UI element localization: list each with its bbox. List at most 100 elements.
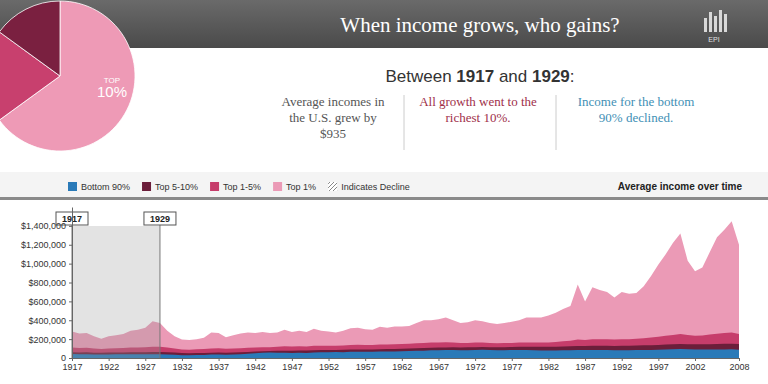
fact-text: the U.S. grew by (289, 110, 377, 125)
x-tick: 1967 (429, 358, 449, 372)
x-tick-mark (695, 358, 696, 361)
x-tick: 1927 (136, 358, 156, 372)
x-tick-label: 2002 (686, 362, 706, 372)
x-tick: 1932 (172, 358, 192, 372)
logo-text: EPI (708, 36, 719, 43)
y-tick: $400,000 (28, 316, 72, 326)
x-axis-line (73, 358, 740, 359)
x-tick-mark (109, 358, 110, 361)
x-tick-mark (365, 358, 366, 361)
fact-text: Income for the bottom (578, 94, 695, 109)
x-tick: 1987 (576, 358, 596, 372)
fact-text: All growth went to the (419, 94, 537, 109)
x-tick: 1982 (539, 358, 559, 372)
x-axis: 1917192219271932193719421947195219571962… (62, 358, 749, 372)
x-tick: 1947 (282, 358, 302, 372)
y-tick: $1,000,000 (21, 259, 72, 269)
x-tick-mark (292, 358, 293, 361)
chart-top-band (0, 197, 768, 200)
y-tick: $1,400,000 (21, 221, 72, 231)
legend: Bottom 90% Top 5-10% Top 1-5% Top 1% Indicat… (68, 182, 410, 192)
x-tick: 1942 (246, 358, 266, 372)
subtitle-part: Between (385, 67, 456, 86)
subtitle-part: 1917 (456, 67, 494, 86)
area (72, 333, 739, 358)
legend-label: Top 1% (286, 182, 316, 192)
x-tick-label: 2008 (729, 362, 749, 372)
y-tick-mark (69, 358, 72, 359)
y-tick: $600,000 (28, 297, 72, 307)
y-tick: $200,000 (28, 335, 72, 345)
y-tick-label: $200,000 (28, 335, 66, 345)
fact-text: richest 10%. (446, 110, 511, 125)
y-tick-label: 0 (61, 353, 66, 363)
chart-title: Average income over time (618, 181, 743, 192)
y-tick-label: $1,400,000 (21, 221, 66, 231)
x-tick-label: 1977 (502, 362, 522, 372)
legend-swatch (328, 182, 337, 191)
pie-label: 10% (97, 83, 127, 100)
logo-bar (724, 14, 727, 32)
y-tick-label: $400,000 (28, 316, 66, 326)
x-tick-label: 1962 (392, 362, 412, 372)
area (72, 221, 739, 358)
legend-label: Indicates Decline (341, 182, 410, 192)
legend-swatch (273, 182, 282, 191)
x-tick-mark (145, 358, 146, 361)
x-tick-label: 1932 (172, 362, 192, 372)
x-tick: 1972 (466, 358, 486, 372)
logo-bar (704, 18, 707, 32)
y-tick-mark (69, 339, 72, 340)
x-tick-mark (739, 358, 740, 361)
subtitle-part: : (570, 67, 575, 86)
subtitle: Between 1917 and 1929: (385, 67, 574, 86)
highlight-line (159, 224, 160, 358)
x-tick-label: 1952 (319, 362, 339, 372)
x-tick-label: 1992 (612, 362, 632, 372)
highlight-band (72, 226, 160, 358)
x-tick-label: 1957 (356, 362, 376, 372)
x-tick-mark (219, 358, 220, 361)
x-tick-mark (585, 358, 586, 361)
y-tick: 0 (61, 353, 72, 363)
subtitle-part: and (494, 67, 532, 86)
logo: EPI (704, 10, 727, 43)
x-tick-label: 1927 (136, 362, 156, 372)
legend-label: Bottom 90% (81, 182, 130, 192)
x-tick: 1952 (319, 358, 339, 372)
legend-swatch (142, 182, 151, 191)
x-tick: 1962 (392, 358, 412, 372)
highlight-label: 1929 (150, 214, 170, 224)
x-tick: 2002 (686, 358, 706, 372)
area (72, 349, 739, 358)
x-tick-mark (658, 358, 659, 361)
x-tick: 1957 (356, 358, 376, 372)
x-tick-label: 1967 (429, 362, 449, 372)
plot-area (72, 221, 739, 358)
x-tick-label: 1997 (649, 362, 669, 372)
subtitle-part: 1929 (532, 67, 570, 86)
x-tick-mark (512, 358, 513, 361)
x-tick-label: 1937 (209, 362, 229, 372)
x-tick: 1977 (502, 358, 522, 372)
x-tick: 1997 (649, 358, 669, 372)
x-tick-mark (475, 358, 476, 361)
x-tick-label: 1972 (466, 362, 486, 372)
logo-bar (709, 12, 712, 32)
x-tick-label: 1922 (99, 362, 119, 372)
pie-slice (0, 1, 60, 76)
y-tick-mark (69, 264, 72, 265)
legend-label: Top 1-5% (223, 182, 261, 192)
x-tick: 2008 (729, 358, 749, 372)
legend-label: Top 5-10% (155, 182, 198, 192)
logo-bar (719, 10, 722, 32)
x-tick-label: 1947 (282, 362, 302, 372)
separator (556, 95, 557, 150)
y-tick: $1,200,000 (21, 240, 72, 250)
x-tick: 1937 (209, 358, 229, 372)
x-tick-mark (622, 358, 623, 361)
y-axis: 0$200,000$400,000$600,000$800,000$1,000,… (21, 208, 73, 364)
y-tick-mark (69, 226, 72, 227)
fact-text: Average incomes in (282, 94, 385, 109)
x-tick-label: 1987 (576, 362, 596, 372)
